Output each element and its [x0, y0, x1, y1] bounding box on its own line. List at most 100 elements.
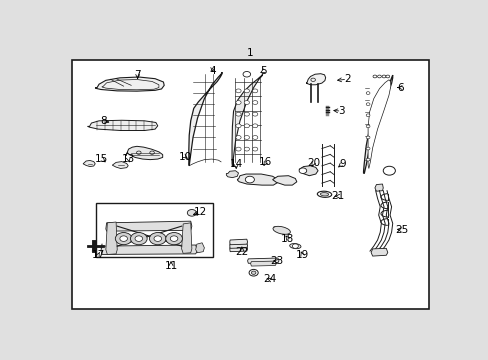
- Text: 2: 2: [343, 74, 350, 84]
- Text: 23: 23: [270, 256, 283, 266]
- Circle shape: [366, 92, 369, 94]
- Circle shape: [245, 176, 254, 183]
- Polygon shape: [299, 166, 317, 176]
- Polygon shape: [250, 261, 276, 266]
- Circle shape: [244, 147, 249, 151]
- Polygon shape: [370, 248, 387, 256]
- Circle shape: [377, 75, 381, 78]
- Circle shape: [235, 147, 241, 151]
- Circle shape: [135, 236, 142, 242]
- Polygon shape: [374, 184, 383, 191]
- Circle shape: [235, 124, 241, 128]
- Circle shape: [244, 135, 249, 139]
- Circle shape: [248, 269, 258, 276]
- Circle shape: [154, 236, 161, 242]
- Polygon shape: [367, 80, 390, 168]
- Circle shape: [252, 147, 257, 151]
- Circle shape: [299, 168, 306, 174]
- Circle shape: [244, 100, 249, 104]
- Text: 7: 7: [134, 70, 141, 80]
- Circle shape: [366, 136, 369, 139]
- Text: 24: 24: [263, 274, 276, 284]
- Ellipse shape: [317, 191, 331, 197]
- Text: 18: 18: [281, 234, 294, 244]
- Circle shape: [383, 166, 395, 175]
- Circle shape: [366, 103, 369, 105]
- Circle shape: [165, 233, 182, 245]
- Circle shape: [235, 100, 241, 104]
- Circle shape: [252, 112, 257, 116]
- Polygon shape: [105, 221, 191, 231]
- Text: 4: 4: [209, 66, 216, 76]
- Circle shape: [366, 125, 369, 128]
- Text: 6: 6: [396, 82, 403, 93]
- Circle shape: [235, 89, 241, 93]
- Text: 19: 19: [295, 250, 308, 260]
- Polygon shape: [95, 77, 164, 91]
- Polygon shape: [181, 223, 191, 253]
- Text: 8: 8: [100, 116, 107, 126]
- Circle shape: [115, 233, 132, 245]
- Text: 11: 11: [164, 261, 177, 271]
- Circle shape: [149, 233, 166, 245]
- Circle shape: [252, 89, 257, 93]
- Text: 5: 5: [260, 66, 266, 76]
- Polygon shape: [272, 176, 296, 185]
- Ellipse shape: [272, 226, 290, 234]
- Text: 12: 12: [194, 207, 207, 217]
- Polygon shape: [229, 239, 247, 245]
- Polygon shape: [232, 74, 262, 167]
- Polygon shape: [195, 243, 204, 253]
- FancyBboxPatch shape: [96, 203, 213, 257]
- Text: 16: 16: [259, 157, 272, 167]
- Circle shape: [243, 72, 250, 77]
- Text: 25: 25: [394, 225, 407, 235]
- Text: 22: 22: [235, 247, 248, 257]
- Circle shape: [366, 147, 369, 150]
- Circle shape: [235, 135, 241, 139]
- Ellipse shape: [289, 244, 300, 249]
- Text: 20: 20: [306, 158, 320, 168]
- Circle shape: [235, 112, 241, 116]
- Polygon shape: [237, 174, 277, 185]
- Circle shape: [366, 114, 369, 117]
- Circle shape: [130, 233, 147, 245]
- Polygon shape: [229, 246, 247, 252]
- Ellipse shape: [320, 193, 328, 196]
- Text: 3: 3: [338, 106, 344, 116]
- Polygon shape: [87, 120, 158, 131]
- Text: 10: 10: [179, 152, 192, 162]
- Circle shape: [251, 271, 255, 274]
- Circle shape: [252, 135, 257, 139]
- Polygon shape: [229, 243, 247, 248]
- Circle shape: [244, 112, 249, 116]
- Circle shape: [244, 124, 249, 128]
- Circle shape: [292, 244, 298, 248]
- Polygon shape: [226, 171, 238, 177]
- Polygon shape: [126, 146, 163, 159]
- Circle shape: [244, 89, 249, 93]
- Text: 15: 15: [95, 154, 108, 164]
- Text: 17: 17: [91, 250, 104, 260]
- Polygon shape: [305, 74, 325, 85]
- Circle shape: [366, 158, 369, 161]
- Circle shape: [252, 100, 257, 104]
- Polygon shape: [363, 75, 392, 174]
- Circle shape: [372, 75, 376, 78]
- Text: 13: 13: [122, 154, 135, 164]
- Text: 14: 14: [229, 159, 243, 169]
- Polygon shape: [101, 245, 197, 255]
- Circle shape: [381, 75, 385, 78]
- Polygon shape: [83, 161, 95, 167]
- Polygon shape: [105, 222, 117, 255]
- FancyBboxPatch shape: [72, 60, 428, 309]
- Circle shape: [252, 124, 257, 128]
- Text: 21: 21: [330, 191, 344, 201]
- Circle shape: [120, 236, 127, 242]
- Circle shape: [170, 236, 178, 242]
- Text: 9: 9: [338, 159, 345, 169]
- Circle shape: [187, 210, 196, 216]
- Polygon shape: [112, 162, 128, 168]
- Text: 1: 1: [247, 48, 253, 58]
- Polygon shape: [188, 72, 222, 166]
